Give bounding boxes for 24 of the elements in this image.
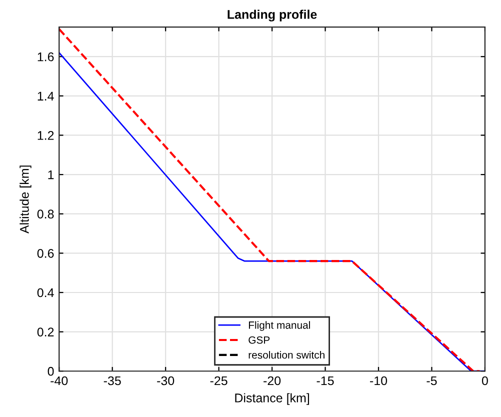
legend-label: resolution switch <box>248 351 324 359</box>
y-tick-label: 1.4 <box>38 92 54 100</box>
y-tick-label: 0.6 <box>37 248 54 258</box>
legend-label: Flight manual <box>248 321 310 331</box>
x-tick-label: -5 <box>426 376 437 386</box>
x-tick-label: -35 <box>104 376 121 386</box>
x-tick-label: -25 <box>210 376 228 386</box>
y-axis-title: Altitude [km] <box>20 166 32 234</box>
y-tick-label: 1.6 <box>38 52 54 62</box>
y-tick-label: 0.4 <box>37 288 54 298</box>
chart-title: Landing profile <box>228 10 317 22</box>
x-axis-title: Distance [km] <box>235 393 310 405</box>
x-tick-label: -20 <box>264 376 281 386</box>
x-tick-label: 0 <box>482 376 488 386</box>
y-tick-label: 0.8 <box>37 210 54 219</box>
x-tick-label: -15 <box>316 376 334 386</box>
y-tick-label: 1 <box>48 170 54 180</box>
y-tick-label: 1.2 <box>38 131 54 140</box>
x-tick-label: -10 <box>370 376 388 386</box>
x-tick-label: -40 <box>50 376 68 386</box>
legend-label: GSP <box>248 336 270 344</box>
x-tick-label: -30 <box>157 376 174 386</box>
y-tick-label: 0.2 <box>37 328 54 336</box>
y-tick-label: 0 <box>48 366 54 376</box>
